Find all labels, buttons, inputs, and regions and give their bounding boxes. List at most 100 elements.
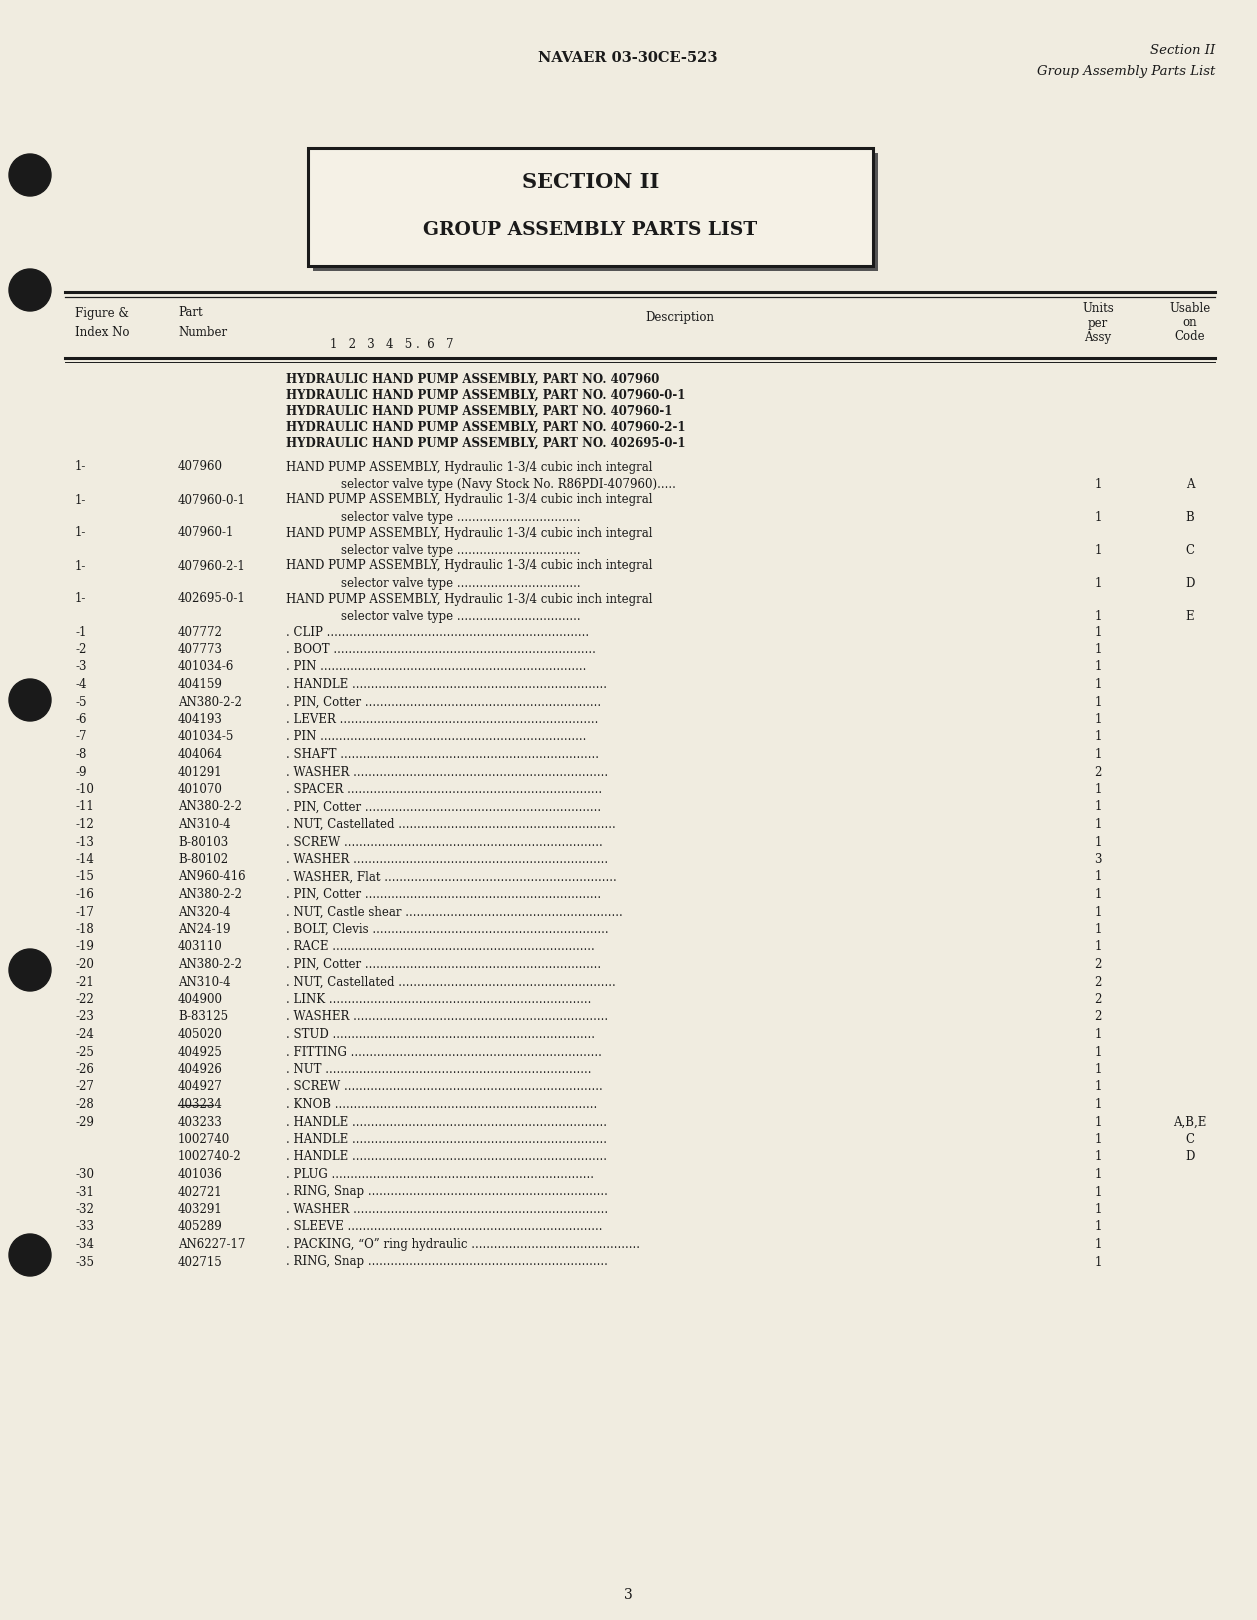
Text: selector valve type .................................: selector valve type ....................… — [341, 510, 581, 523]
Text: C: C — [1185, 1132, 1194, 1145]
Text: 407772: 407772 — [178, 625, 222, 638]
Text: 407960-2-1: 407960-2-1 — [178, 559, 246, 572]
Text: 1: 1 — [1095, 661, 1101, 674]
Text: 1: 1 — [1095, 1132, 1101, 1145]
Text: -12: -12 — [75, 818, 94, 831]
Text: -30: -30 — [75, 1168, 94, 1181]
Text: 1: 1 — [1095, 544, 1101, 557]
Text: 1: 1 — [1095, 1098, 1101, 1111]
Text: . LEVER .....................................................................: . LEVER ................................… — [287, 713, 598, 726]
Text: 1-: 1- — [75, 593, 87, 606]
Text: GROUP ASSEMBLY PARTS LIST: GROUP ASSEMBLY PARTS LIST — [424, 220, 758, 240]
Text: 1002740-2: 1002740-2 — [178, 1150, 241, 1163]
Text: . WASHER, Flat ..............................................................: . WASHER, Flat .........................… — [287, 870, 617, 883]
Text: -22: -22 — [75, 993, 94, 1006]
Text: AN24-19: AN24-19 — [178, 923, 230, 936]
Text: . PIN .......................................................................: . PIN ..................................… — [287, 661, 586, 674]
Text: . NUT .......................................................................: . NUT ..................................… — [287, 1063, 592, 1076]
Text: 1: 1 — [1095, 1081, 1101, 1094]
Text: 407960: 407960 — [178, 460, 222, 473]
Text: -13: -13 — [75, 836, 94, 849]
Text: 1: 1 — [1095, 923, 1101, 936]
Text: 1: 1 — [1095, 1168, 1101, 1181]
Text: . RING, Snap ................................................................: . RING, Snap ...........................… — [287, 1256, 608, 1268]
Text: -33: -33 — [75, 1220, 94, 1233]
Text: -24: -24 — [75, 1029, 94, 1042]
Text: -29: -29 — [75, 1116, 94, 1129]
Text: -8: -8 — [75, 748, 87, 761]
Text: AN6227-17: AN6227-17 — [178, 1238, 245, 1251]
Text: 1: 1 — [1095, 906, 1101, 919]
Text: Figure &: Figure & — [75, 306, 129, 319]
Text: 1: 1 — [1095, 1204, 1101, 1217]
Text: 1: 1 — [1095, 611, 1101, 624]
Text: 1: 1 — [1095, 625, 1101, 638]
Text: -31: -31 — [75, 1186, 94, 1199]
Text: B-80102: B-80102 — [178, 854, 228, 867]
Text: . WASHER ....................................................................: . WASHER ...............................… — [287, 854, 608, 867]
Text: AN310-4: AN310-4 — [178, 818, 230, 831]
Text: Index No: Index No — [75, 327, 129, 340]
Text: 401034-6: 401034-6 — [178, 661, 234, 674]
Text: -10: -10 — [75, 782, 94, 795]
Text: AN310-4: AN310-4 — [178, 975, 230, 988]
Text: 1: 1 — [1095, 478, 1101, 491]
Text: 1: 1 — [1095, 695, 1101, 708]
Text: . NUT, Castle shear ..........................................................: . NUT, Castle shear ....................… — [287, 906, 622, 919]
Text: 1: 1 — [1095, 1045, 1101, 1058]
Text: 1: 1 — [1095, 782, 1101, 795]
Text: HYDRAULIC HAND PUMP ASSEMBLY, PART NO. 407960: HYDRAULIC HAND PUMP ASSEMBLY, PART NO. 4… — [287, 373, 660, 386]
Text: 2: 2 — [1095, 1011, 1101, 1024]
Text: 2: 2 — [1095, 975, 1101, 988]
Text: -20: -20 — [75, 957, 94, 970]
Text: selector valve type .................................: selector valve type ....................… — [341, 544, 581, 557]
Text: . SCREW .....................................................................: . SCREW ................................… — [287, 1081, 603, 1094]
Text: . HANDLE ....................................................................: . HANDLE ...............................… — [287, 679, 607, 692]
Text: . NUT, Castellated ..........................................................: . NUT, Castellated .....................… — [287, 818, 616, 831]
Text: AN380-2-2: AN380-2-2 — [178, 800, 241, 813]
Text: 1: 1 — [1095, 713, 1101, 726]
Bar — [308, 147, 874, 266]
Text: 1: 1 — [1095, 888, 1101, 901]
Text: . FITTING ...................................................................: . FITTING ..............................… — [287, 1045, 602, 1058]
Text: -27: -27 — [75, 1081, 94, 1094]
Text: 401070: 401070 — [178, 782, 222, 795]
Text: Usable: Usable — [1169, 303, 1210, 316]
Text: 2: 2 — [1095, 766, 1101, 779]
Text: B-80103: B-80103 — [178, 836, 229, 849]
Text: 405020: 405020 — [178, 1029, 222, 1042]
Text: Assy: Assy — [1085, 330, 1111, 343]
Text: Number: Number — [178, 327, 228, 340]
Circle shape — [9, 679, 52, 721]
Text: 1: 1 — [1095, 1063, 1101, 1076]
Text: 1   2   3   4   5 .  6   7: 1 2 3 4 5 . 6 7 — [331, 339, 454, 352]
Text: -6: -6 — [75, 713, 87, 726]
Text: Section II: Section II — [1150, 44, 1216, 57]
Text: 403234: 403234 — [178, 1098, 222, 1111]
Text: D: D — [1185, 577, 1194, 590]
Text: 1: 1 — [1095, 679, 1101, 692]
Text: A: A — [1185, 478, 1194, 491]
Text: 1: 1 — [1095, 643, 1101, 656]
Text: 401034-5: 401034-5 — [178, 731, 234, 744]
Text: B: B — [1185, 510, 1194, 523]
Text: . CLIP ......................................................................: . CLIP .................................… — [287, 625, 590, 638]
Text: . HANDLE ....................................................................: . HANDLE ...............................… — [287, 1132, 607, 1145]
Text: -35: -35 — [75, 1256, 94, 1268]
Text: 404193: 404193 — [178, 713, 222, 726]
Text: . SLEEVE ....................................................................: . SLEEVE ...............................… — [287, 1220, 602, 1233]
Text: 404926: 404926 — [178, 1063, 222, 1076]
Text: selector valve type .................................: selector valve type ....................… — [341, 611, 581, 624]
Text: . WASHER ....................................................................: . WASHER ...............................… — [287, 1011, 608, 1024]
Text: NAVAER 03-30CE-523: NAVAER 03-30CE-523 — [538, 50, 718, 65]
Text: -15: -15 — [75, 870, 94, 883]
Text: C: C — [1185, 544, 1194, 557]
Text: 403291: 403291 — [178, 1204, 222, 1217]
Text: 1: 1 — [1095, 870, 1101, 883]
Text: 402715: 402715 — [178, 1256, 222, 1268]
Text: -28: -28 — [75, 1098, 94, 1111]
Text: . BOOT ......................................................................: . BOOT .................................… — [287, 643, 596, 656]
Text: . SHAFT .....................................................................: . SHAFT ................................… — [287, 748, 600, 761]
Text: AN380-2-2: AN380-2-2 — [178, 957, 241, 970]
Text: 1: 1 — [1095, 1150, 1101, 1163]
